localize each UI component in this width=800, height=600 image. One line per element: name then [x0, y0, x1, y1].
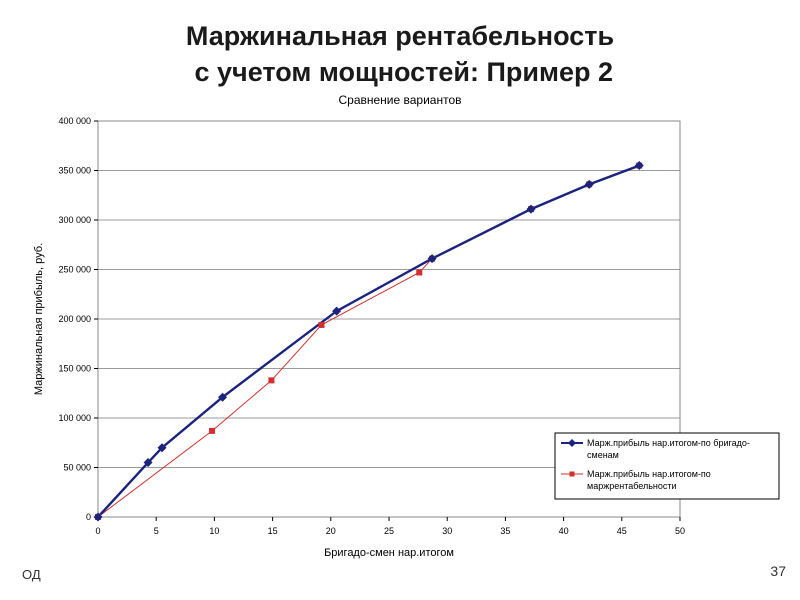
- slide-title-line-2: с учетом мощностей: Пример 2: [186, 57, 614, 87]
- footer-label: ОД: [22, 567, 41, 582]
- legend: Марж.прибыль нар.итогом-по бригадо- смен…: [554, 432, 780, 500]
- y-tick-label: 50 000: [63, 463, 91, 473]
- x-tick-label: 35: [500, 526, 510, 536]
- y-tick-label: 250 000: [58, 265, 91, 275]
- y-axis: 0 50 000 100 000 150 000 200 000 250 000 300 0…: [58, 116, 98, 522]
- series-2-point: [209, 427, 216, 434]
- x-tick-label: 25: [384, 526, 394, 536]
- series-2-point: [268, 377, 275, 384]
- series-1-point: [332, 306, 342, 316]
- slide-title: Маржинальная рентабельность с учетом мощ…: [0, 18, 800, 90]
- x-tick-label: 5: [154, 526, 159, 536]
- legend-label-series-2-line-1: Марж.прибыль нар.итогом-по: [587, 469, 713, 479]
- y-tick-label: 300 000: [58, 215, 91, 225]
- series-1-point: [634, 161, 644, 171]
- x-tick-label: 30: [442, 526, 452, 536]
- series-1-point: [526, 204, 536, 214]
- slide-title-line-1: Маржинальная рентабельность: [185, 21, 615, 51]
- x-tick-label: 15: [268, 526, 278, 536]
- legend-label-series-1: Марж.прибыль нар.итогом-по бригадо- смен…: [587, 438, 752, 460]
- legend-box: [554, 432, 780, 500]
- x-tick-label: 40: [559, 526, 569, 536]
- series-2-point: [318, 321, 325, 328]
- x-tick-label: 10: [209, 526, 219, 536]
- y-tick-label: 150 000: [58, 364, 91, 374]
- series-1-point: [157, 443, 167, 453]
- legend-label-series-1-line-2: сменам: [587, 450, 619, 460]
- x-tick-label: 20: [326, 526, 336, 536]
- x-axis-label: Бригадо-смен нар.итогом: [324, 547, 454, 559]
- y-tick-label: 200 000: [58, 314, 91, 324]
- gridlines: [98, 170, 680, 468]
- series-1-point: [93, 512, 103, 522]
- series-1-point: [584, 179, 594, 189]
- legend-label-series-2-line-2: маржрентабельности: [587, 481, 677, 491]
- series-2-point: [416, 269, 423, 276]
- y-tick-label: 100 000: [58, 413, 91, 423]
- legend-label-series-1-line-1: Марж.прибыль нар.итогом-по бригадо-: [587, 438, 750, 448]
- series-1-point: [218, 392, 228, 402]
- page-number: 37: [770, 563, 786, 579]
- x-tick-label: 0: [95, 526, 100, 536]
- y-tick-label: 400 000: [58, 116, 91, 126]
- x-tick-label: 50: [675, 526, 685, 536]
- x-tick-label: 45: [617, 526, 627, 536]
- chart-title: Сравнение вариантов: [338, 93, 461, 107]
- y-tick-label: 350 000: [58, 166, 91, 176]
- legend-label-series-2: Марж.прибыль нар.итогом-по маржрентабель…: [587, 469, 713, 491]
- series-layer: [93, 161, 644, 522]
- x-axis: 0 5 10 15 20 25 30 35 40 45 50: [95, 517, 685, 536]
- y-tick-label: 0: [86, 512, 91, 522]
- y-axis-label: Маржинальная прибыль, руб.: [33, 243, 45, 395]
- series-1-point: [427, 254, 437, 264]
- legend-marker-series-2: [569, 471, 575, 477]
- series-1-point: [143, 458, 153, 468]
- legend-marker-series-1: [568, 439, 576, 447]
